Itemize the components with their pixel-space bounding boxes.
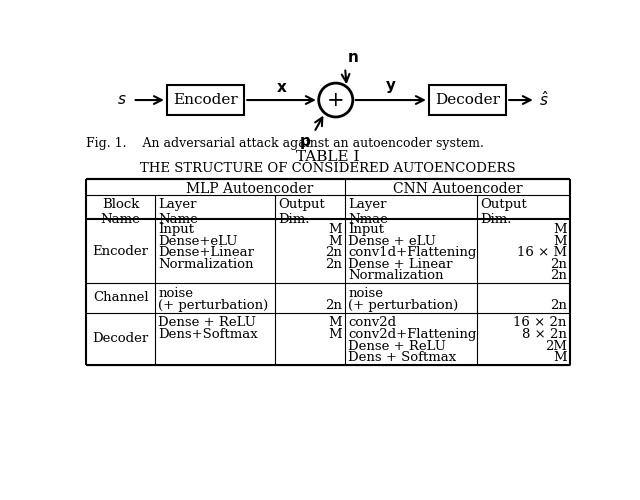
Text: 2M: 2M — [545, 340, 566, 352]
Text: 2n: 2n — [325, 258, 342, 271]
Text: conv1d+Flattening: conv1d+Flattening — [348, 246, 477, 260]
Text: Dense+Linear: Dense+Linear — [158, 246, 254, 260]
Text: 2n: 2n — [550, 258, 566, 271]
Text: 2n: 2n — [550, 298, 566, 312]
Text: $s$: $s$ — [117, 93, 127, 107]
Text: Encoder: Encoder — [173, 93, 238, 107]
Text: 8 × 2n: 8 × 2n — [522, 328, 566, 341]
Text: $\mathbf{y}$: $\mathbf{y}$ — [385, 80, 397, 96]
Text: $\mathbf{x}$: $\mathbf{x}$ — [276, 82, 287, 96]
Text: 2n: 2n — [325, 246, 342, 260]
Text: (+ perturbation): (+ perturbation) — [158, 298, 269, 312]
Text: M: M — [553, 235, 566, 248]
Ellipse shape — [319, 83, 353, 117]
Text: M: M — [328, 235, 342, 248]
Text: conv2d: conv2d — [348, 316, 396, 330]
Text: $\mathbf{p}$: $\mathbf{p}$ — [300, 134, 312, 150]
Text: CNN Autoencoder: CNN Autoencoder — [392, 182, 522, 196]
Text: Output
Dim.: Output Dim. — [278, 198, 325, 226]
Text: Dense + ReLU: Dense + ReLU — [348, 340, 446, 352]
Text: Dens + Softmax: Dens + Softmax — [348, 351, 456, 364]
Text: Layer
Nmae: Layer Nmae — [348, 198, 388, 226]
Text: M: M — [328, 316, 342, 330]
Text: $\hat{s}$: $\hat{s}$ — [539, 90, 548, 110]
Text: 16 × 2n: 16 × 2n — [513, 316, 566, 330]
Text: Output
Dim.: Output Dim. — [480, 198, 527, 226]
Text: Dens+Softmax: Dens+Softmax — [158, 328, 258, 341]
Text: Dense+eLU: Dense+eLU — [158, 235, 238, 248]
FancyBboxPatch shape — [167, 86, 244, 114]
Text: Input: Input — [158, 223, 195, 236]
Text: Channel: Channel — [93, 292, 148, 304]
Text: conv2d+Flattening: conv2d+Flattening — [348, 328, 477, 341]
Text: 2n: 2n — [325, 298, 342, 312]
Text: Dense + Linear: Dense + Linear — [348, 258, 452, 271]
Text: 16 × M: 16 × M — [516, 246, 566, 260]
Text: Block
Name: Block Name — [100, 198, 141, 226]
Text: Fig. 1.    An adversarial attack against an autoencoder system.: Fig. 1. An adversarial attack against an… — [86, 137, 484, 150]
Text: Dense + eLU: Dense + eLU — [348, 235, 436, 248]
Text: +: + — [327, 92, 344, 110]
FancyBboxPatch shape — [429, 86, 506, 114]
Text: $\mathbf{n}$: $\mathbf{n}$ — [348, 50, 359, 64]
Text: MLP Autoencoder: MLP Autoencoder — [186, 182, 314, 196]
Text: noise: noise — [158, 287, 193, 300]
Text: THE STRUCTURE OF CONSIDERED AUTOENCODERS: THE STRUCTURE OF CONSIDERED AUTOENCODERS — [140, 162, 516, 175]
Text: M: M — [328, 328, 342, 341]
Text: noise: noise — [348, 287, 383, 300]
Text: Encoder: Encoder — [93, 245, 148, 258]
Text: M: M — [553, 223, 566, 236]
Text: Decoder: Decoder — [93, 332, 149, 345]
Text: Normalization: Normalization — [158, 258, 254, 271]
Text: 2n: 2n — [550, 270, 566, 282]
Text: Input: Input — [348, 223, 384, 236]
Text: Normalization: Normalization — [348, 270, 444, 282]
Text: TABLE I: TABLE I — [296, 150, 360, 164]
Text: (+ perturbation): (+ perturbation) — [348, 298, 458, 312]
Text: M: M — [328, 223, 342, 236]
Text: Decoder: Decoder — [435, 93, 500, 107]
Text: Dense + ReLU: Dense + ReLU — [158, 316, 256, 330]
Text: M: M — [553, 351, 566, 364]
Text: Layer
Name: Layer Name — [158, 198, 198, 226]
